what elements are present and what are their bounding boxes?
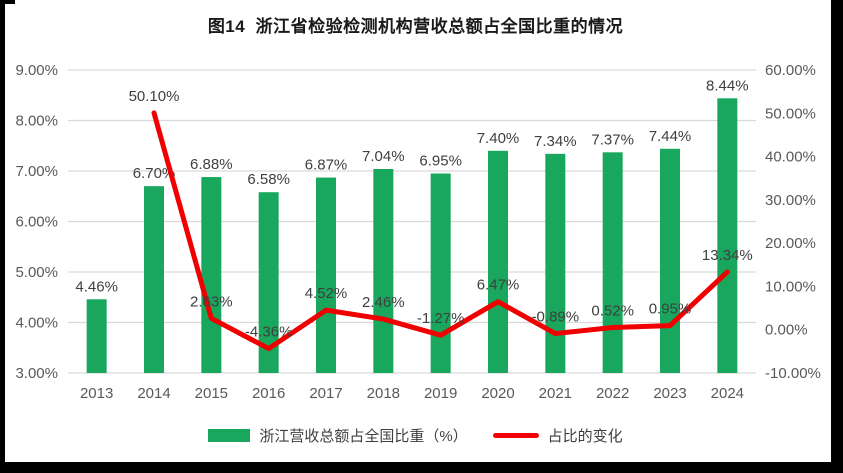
bar-label: 7.34%	[534, 133, 577, 150]
line-label: 6.47%	[477, 277, 520, 294]
legend-bar-label: 浙江营收总额占全国比重（%）	[259, 427, 468, 445]
bar-label: 6.95%	[419, 153, 462, 170]
line-label: -1.27%	[417, 310, 465, 327]
category-label: 2016	[252, 385, 285, 402]
black-border-right	[831, 0, 843, 473]
bar-2015	[201, 177, 222, 373]
bar-2013	[86, 299, 107, 373]
category-label: 2015	[195, 385, 228, 402]
chart-title: 图14 浙江省检验检测机构营收总额占全国比重的情况	[207, 17, 624, 36]
trend-line	[151, 110, 730, 352]
right-axis-tick: 10.00%	[765, 278, 816, 295]
right-axis-tick: 0.00%	[765, 322, 808, 339]
bar-label: 4.46%	[75, 278, 118, 295]
line-label: 4.52%	[305, 285, 348, 302]
bar-2022	[602, 152, 623, 373]
bar-2014	[144, 186, 164, 373]
black-border-corner	[0, 0, 15, 4]
left-axis-tick: 6.00%	[15, 214, 58, 231]
right-axis-tick: 60.00%	[765, 62, 816, 79]
category-label: 2022	[596, 385, 629, 402]
category-label: 2020	[481, 385, 514, 402]
bar-label: 7.37%	[591, 131, 634, 148]
line-label: 2.63%	[190, 293, 233, 310]
line-label: 0.95%	[649, 301, 692, 318]
legend: 浙江营收总额占全国比重（%） 占比的变化	[0, 426, 831, 445]
left-axis-tick: 5.00%	[15, 264, 58, 281]
line-label: 2.46%	[362, 294, 405, 311]
line-label: 13.34%	[702, 247, 753, 264]
left-axis-tick: 9.00%	[15, 62, 58, 79]
bar-2023	[660, 148, 680, 373]
line-label: -0.89%	[532, 309, 580, 326]
legend-line-label: 占比的变化	[547, 427, 623, 445]
category-label: 2021	[539, 385, 572, 402]
category-label: 2014	[137, 385, 170, 402]
category-label: 2017	[309, 385, 342, 402]
right-axis-tick: 40.00%	[765, 149, 816, 166]
category-label: 2013	[80, 385, 113, 402]
right-axis-tick: 50.00%	[765, 105, 816, 122]
bar-label: 8.44%	[706, 77, 749, 94]
line-label: 0.52%	[591, 302, 634, 319]
line-label: 50.10%	[129, 88, 180, 105]
left-axis-tick: 7.00%	[15, 163, 58, 180]
bar-2019	[430, 173, 451, 373]
bar-label: 6.58%	[247, 171, 290, 188]
legend-line-swatch	[492, 432, 539, 438]
black-border-bottom	[0, 462, 843, 473]
left-axis-tick: 4.00%	[15, 315, 58, 332]
left-axis-tick: 3.00%	[15, 365, 58, 382]
bar-label: 7.44%	[649, 128, 692, 145]
bar-label: 6.87%	[305, 157, 348, 174]
right-axis-tick: 20.00%	[765, 235, 816, 252]
legend-bar-swatch	[208, 428, 251, 442]
category-label: 2024	[711, 385, 744, 402]
category-label: 2019	[424, 385, 457, 402]
left-axis-tick: 8.00%	[15, 113, 58, 130]
bar-2018	[373, 168, 394, 373]
category-label: 2023	[653, 385, 686, 402]
bar-2024	[717, 98, 738, 373]
line-label: -4.36%	[245, 324, 293, 341]
category-label: 2018	[367, 385, 400, 402]
bar-2016	[258, 192, 279, 373]
bar-2020	[488, 150, 508, 373]
right-axis-tick: -10.00%	[765, 365, 821, 382]
bar-2021	[545, 153, 566, 373]
black-border-left	[0, 0, 5, 473]
bar-2017	[316, 177, 336, 373]
bar-label: 7.04%	[362, 148, 405, 165]
bar-label: 7.40%	[477, 130, 520, 147]
right-axis-tick: 30.00%	[765, 192, 816, 209]
bar-label: 6.88%	[190, 156, 233, 173]
bar-label: 6.70%	[133, 165, 176, 182]
